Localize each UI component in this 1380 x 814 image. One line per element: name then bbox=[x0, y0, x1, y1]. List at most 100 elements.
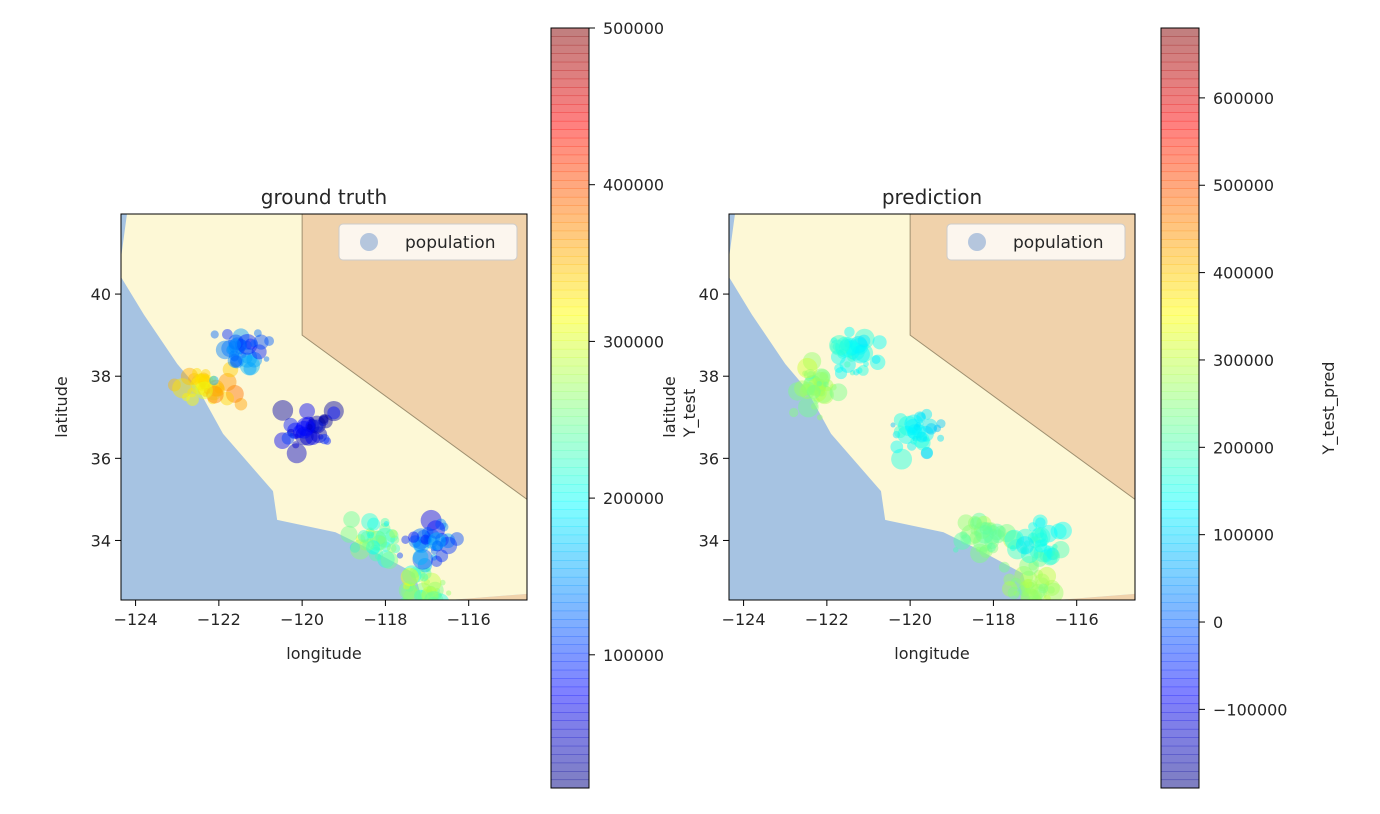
scatter-point bbox=[197, 372, 210, 386]
scatter-point bbox=[916, 431, 928, 443]
scatter-point bbox=[235, 345, 245, 355]
scatter-point bbox=[215, 340, 235, 360]
scatter-point bbox=[1028, 561, 1038, 571]
colorbar-band bbox=[551, 568, 589, 578]
scatter-point bbox=[1020, 579, 1039, 597]
scatter-point bbox=[829, 383, 837, 391]
scatter-point bbox=[808, 383, 827, 402]
colorbar-band bbox=[551, 306, 589, 316]
scatter-point bbox=[971, 512, 988, 529]
colorbar-band bbox=[551, 610, 589, 620]
colorbar-band bbox=[1161, 695, 1199, 705]
scatter-point bbox=[1053, 521, 1072, 540]
colorbar-band bbox=[551, 745, 589, 755]
scatter-point bbox=[420, 534, 431, 545]
scatter-point bbox=[227, 353, 243, 368]
scatter-point bbox=[440, 533, 456, 549]
colorbar-band bbox=[551, 686, 589, 696]
scatter-point bbox=[305, 430, 321, 446]
colorbar-band bbox=[551, 754, 589, 764]
colorbar-band bbox=[1161, 610, 1199, 620]
scatter-point bbox=[1031, 551, 1048, 567]
scatter-point bbox=[851, 344, 870, 364]
colorbar-band bbox=[1161, 728, 1199, 738]
colorbar-band bbox=[551, 323, 589, 333]
scatter-point bbox=[172, 378, 193, 399]
y-tick-label: 34 bbox=[91, 531, 111, 550]
scatter-point bbox=[1035, 517, 1046, 528]
scatter-point bbox=[371, 534, 388, 551]
colorbar-band bbox=[551, 357, 589, 367]
colorbar-band bbox=[1161, 416, 1199, 426]
colorbar-band bbox=[551, 391, 589, 401]
scatter-point bbox=[202, 391, 208, 398]
colorbar-label: Y_test_pred bbox=[1319, 362, 1339, 456]
scatter-point bbox=[803, 369, 817, 382]
scatter-point bbox=[1025, 588, 1032, 594]
scatter-point bbox=[936, 419, 946, 429]
colorbar-band bbox=[1161, 686, 1199, 696]
colorbar-band bbox=[1161, 112, 1199, 122]
scatter-point bbox=[295, 420, 313, 439]
scatter-point bbox=[975, 546, 982, 553]
colorbar-band bbox=[551, 585, 589, 595]
colorbar-tick-label: 500000 bbox=[1213, 176, 1274, 195]
colorbar-band bbox=[551, 213, 589, 223]
scatter-point bbox=[915, 435, 931, 451]
chart0-ylabel: latitude bbox=[52, 376, 71, 437]
scatter-point bbox=[812, 368, 831, 387]
scatter-point bbox=[430, 553, 438, 561]
colorbar-band bbox=[1161, 678, 1199, 688]
colorbar-band bbox=[1161, 306, 1199, 316]
colorbar-band bbox=[1161, 289, 1199, 299]
scatter-point bbox=[850, 335, 868, 354]
colorbar-band bbox=[551, 517, 589, 527]
colorbar-band bbox=[1161, 627, 1199, 637]
colorbar-band bbox=[551, 484, 589, 493]
scatter-point bbox=[366, 530, 387, 551]
scatter-point bbox=[317, 415, 329, 427]
scatter-point bbox=[844, 326, 855, 338]
scatter-point bbox=[307, 415, 326, 434]
colorbar-band bbox=[551, 500, 589, 510]
scatter-point bbox=[979, 522, 993, 535]
colorbar-band bbox=[551, 281, 589, 291]
scatter-point bbox=[253, 329, 262, 338]
colorbar-band bbox=[551, 737, 589, 747]
colorbar-band bbox=[1161, 534, 1199, 544]
scatter-point bbox=[310, 419, 324, 433]
scatter-point bbox=[814, 369, 831, 385]
scatter-point bbox=[1029, 545, 1043, 559]
scatter-point bbox=[191, 373, 209, 391]
scatter-point bbox=[915, 422, 921, 428]
colorbar-band bbox=[551, 441, 589, 451]
scatter-point bbox=[1004, 529, 1025, 550]
scatter-point bbox=[1009, 545, 1016, 552]
colorbar-band bbox=[551, 137, 589, 147]
scatter-point bbox=[1020, 546, 1030, 555]
scatter-point bbox=[807, 377, 826, 397]
scatter-point bbox=[426, 596, 440, 600]
scatter-point bbox=[904, 414, 924, 434]
scatter-point bbox=[434, 587, 441, 594]
scatter-point bbox=[1050, 551, 1060, 560]
scatter-point bbox=[435, 532, 449, 547]
scatter-point bbox=[1002, 581, 1018, 597]
colorbar-band bbox=[1161, 543, 1199, 553]
colorbar-band bbox=[1161, 154, 1199, 164]
colorbar-band bbox=[1161, 222, 1199, 232]
scatter-point bbox=[829, 383, 848, 402]
colorbar-band bbox=[1161, 475, 1199, 485]
colorbar-tick-label: 400000 bbox=[1213, 264, 1274, 283]
colorbar-band bbox=[551, 180, 589, 189]
scatter-point bbox=[241, 352, 253, 364]
scatter-point bbox=[1042, 550, 1058, 566]
scatter-point bbox=[819, 371, 829, 381]
scatter-point bbox=[843, 338, 853, 348]
colorbar-band bbox=[551, 374, 589, 384]
scatter-point bbox=[198, 375, 211, 388]
scatter-point bbox=[969, 531, 982, 544]
scatter-point bbox=[327, 406, 341, 420]
scatter-point bbox=[430, 555, 443, 567]
colorbar-band bbox=[1161, 467, 1199, 477]
